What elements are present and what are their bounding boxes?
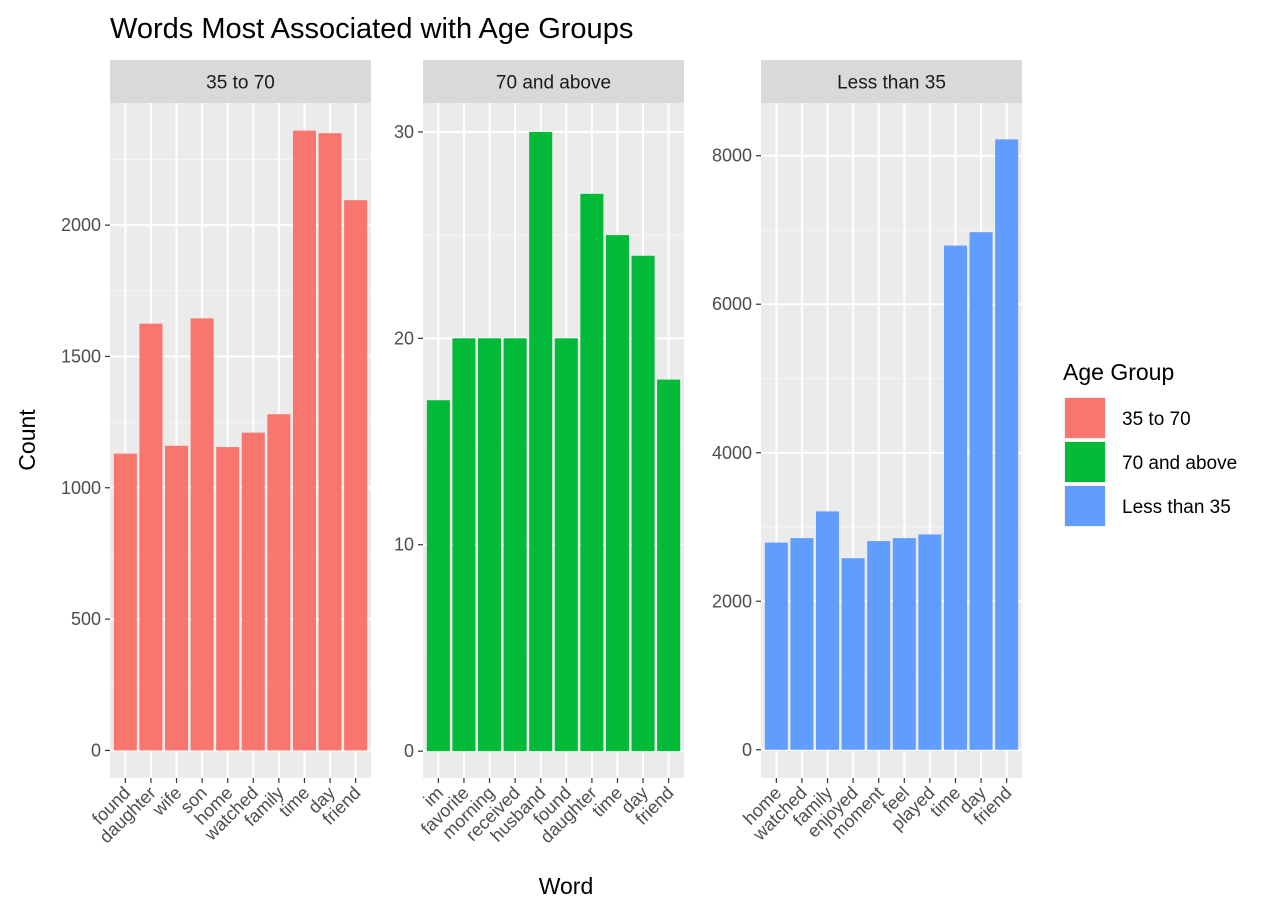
bar-day bbox=[318, 133, 342, 751]
bar-feel bbox=[892, 538, 916, 750]
y-tick-label: 0 bbox=[91, 740, 101, 760]
bar-im bbox=[426, 400, 450, 752]
legend-swatch bbox=[1065, 486, 1105, 526]
legend-label: Less than 35 bbox=[1122, 497, 1231, 518]
bar-moment bbox=[867, 541, 891, 750]
facet-strip-label: 35 to 70 bbox=[206, 73, 275, 94]
bar-home bbox=[216, 447, 240, 751]
y-tick-label: 500 bbox=[71, 609, 101, 629]
y-tick-label: 0 bbox=[404, 741, 414, 761]
bar-watched bbox=[790, 538, 814, 750]
bar-family bbox=[267, 414, 291, 751]
y-tick-label: 2000 bbox=[61, 215, 101, 235]
y-tick-label: 0 bbox=[742, 740, 752, 760]
legend-label: 70 and above bbox=[1122, 453, 1237, 474]
bar-received bbox=[503, 338, 527, 752]
bar-morning bbox=[478, 338, 502, 752]
legend: Age Group 35 to 70 70 and above Less than … bbox=[1063, 359, 1237, 527]
bar-friend bbox=[995, 139, 1019, 750]
bar-watched bbox=[241, 432, 265, 751]
bar-daughter bbox=[139, 323, 163, 751]
bar-friend bbox=[657, 379, 681, 752]
chart-title: Words Most Associated with Age Groups bbox=[110, 13, 633, 45]
y-tick-label: 10 bbox=[394, 535, 414, 555]
bar-friend bbox=[344, 200, 368, 751]
y-tick-label: 30 bbox=[394, 122, 414, 142]
legend-keys: 35 to 70 70 and above Less than 35 bbox=[1064, 397, 1237, 527]
facet-panel-3: Less than 3502000400060008000homewatched… bbox=[712, 60, 1022, 845]
facet-panels: 35 to 700500100015002000founddaughterwif… bbox=[61, 60, 1022, 847]
facet-strip bbox=[423, 60, 684, 103]
legend-swatch bbox=[1065, 398, 1105, 438]
bar-found bbox=[554, 338, 578, 752]
bar-played bbox=[918, 534, 942, 750]
legend-swatch bbox=[1065, 442, 1105, 482]
x-axis-title: Word bbox=[539, 873, 594, 899]
bar-husband bbox=[529, 131, 553, 752]
legend-label: 35 to 70 bbox=[1122, 409, 1191, 430]
bar-time bbox=[943, 245, 967, 750]
bar-favorite bbox=[452, 338, 476, 752]
y-tick-label: 20 bbox=[394, 328, 414, 348]
facet-panel-2: 70 and above0102030imfavoritemorningrece… bbox=[394, 60, 684, 847]
bar-time bbox=[605, 235, 629, 752]
bar-day bbox=[631, 255, 655, 752]
y-tick-label: 1500 bbox=[61, 346, 101, 366]
bar-time bbox=[292, 130, 316, 751]
y-axis-title: Count bbox=[14, 409, 40, 471]
facet-strip bbox=[110, 60, 371, 103]
y-tick-label: 8000 bbox=[712, 146, 752, 166]
facet-strip bbox=[761, 60, 1022, 103]
bar-son bbox=[190, 318, 214, 751]
y-tick-label: 2000 bbox=[712, 591, 752, 611]
y-tick-label: 1000 bbox=[61, 478, 101, 498]
facet-strip-label: Less than 35 bbox=[837, 73, 946, 94]
bar-daughter bbox=[580, 193, 604, 752]
bar-day bbox=[969, 232, 993, 750]
legend-title: Age Group bbox=[1063, 359, 1174, 385]
y-tick-label: 4000 bbox=[712, 443, 752, 463]
facet-strip-label: 70 and above bbox=[496, 73, 611, 94]
y-tick-label: 6000 bbox=[712, 294, 752, 314]
bar-home bbox=[764, 542, 788, 750]
bar-wife bbox=[165, 445, 189, 751]
bar-enjoyed bbox=[841, 558, 865, 750]
facet-panel-1: 35 to 700500100015002000founddaughterwif… bbox=[61, 60, 371, 847]
bar-found bbox=[113, 453, 137, 751]
bar-family bbox=[816, 511, 840, 750]
